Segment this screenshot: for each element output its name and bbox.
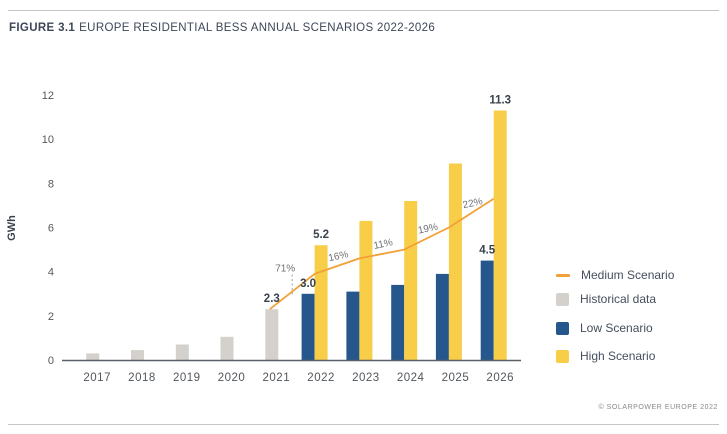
y-tick-label: 12: [42, 90, 54, 102]
bar-high-scenario-2024: [404, 201, 418, 360]
x-tick-label-2026: 2026: [486, 372, 514, 384]
x-tick-label-2020: 2020: [218, 372, 246, 384]
growth-label-2026: 22%: [462, 196, 484, 211]
y-tick-label: 8: [48, 178, 54, 190]
legend-label: Historical data: [580, 292, 657, 306]
value-label-high-scenario-2022: 5.2: [313, 229, 329, 241]
bottom-divider: [8, 424, 719, 425]
growth-label-2025: 19%: [417, 222, 439, 237]
value-label-low-scenario-2026: 4.5: [479, 245, 496, 257]
medium-line-swatch-icon: [556, 274, 570, 277]
growth-label-2024: 11%: [373, 237, 394, 252]
value-label-low-scenario-2022: 3.0: [300, 278, 316, 290]
bar-low-scenario-2025: [435, 273, 449, 360]
bar-historical-data-2017: [86, 353, 100, 360]
bar-historical-data-2018: [131, 350, 144, 360]
legend-swatch-icon: [556, 293, 569, 306]
y-tick-label: 2: [48, 311, 54, 323]
bess-scenarios-chart: 0 2 4 6 8 10 12 GWh 2017 2018 2019 2020 2021 2022 2023…: [6, 90, 521, 384]
growth-label-2022: 71%: [275, 264, 295, 275]
bar-low-scenario-2023: [346, 291, 360, 360]
legend-label: High Scenario: [580, 349, 656, 363]
x-tick-label-2024: 2024: [397, 372, 425, 384]
x-tick-label-2018: 2018: [128, 372, 156, 384]
y-axis-title: GWh: [6, 215, 18, 241]
top-divider: [8, 10, 719, 11]
bar-low-scenario-2024: [391, 284, 405, 360]
bar-high-scenario-2022: [314, 245, 328, 360]
legend-item-historical-data: Historical data: [556, 293, 656, 306]
growth-label-2023: 16%: [328, 249, 350, 264]
y-tick-label: 0: [48, 355, 54, 367]
legend-item-high-scenario: High Scenario: [556, 350, 655, 363]
x-tick-label-2019: 2019: [173, 372, 201, 384]
x-tick-label-2017: 2017: [83, 372, 111, 384]
value-label-historical-data-2021: 2.3: [264, 293, 280, 305]
y-tick-label: 4: [48, 267, 54, 279]
bar-historical-data-2021: [265, 309, 279, 360]
figure-title-text: EUROPE RESIDENTIAL BESS ANNUAL SCENARIOS…: [79, 22, 436, 34]
x-tick-label-2025: 2025: [442, 372, 470, 384]
y-tick-label: 10: [42, 134, 54, 146]
bar-historical-data-2019: [175, 344, 189, 360]
bar-high-scenario-2023: [359, 220, 373, 360]
medium-scenario-line: [269, 198, 495, 310]
bar-high-scenario-2025: [448, 163, 462, 360]
source-credit: © SOLARPOWER EUROPE 2022: [598, 404, 718, 411]
x-tick-label-2022: 2022: [307, 372, 335, 384]
bar-low-scenario-2026: [480, 260, 494, 360]
bar-historical-data-2020: [220, 336, 234, 360]
chart-legend: Medium Scenario Historical data Low Scenar…: [556, 0, 721, 400]
bar-high-scenario-2026: [493, 110, 507, 360]
legend-label: Medium Scenario: [581, 268, 675, 282]
legend-item-medium-scenario: Medium Scenario: [556, 269, 674, 282]
x-tick-label-2023: 2023: [352, 372, 380, 384]
bar-low-scenario-2022: [301, 293, 315, 360]
x-tick-label-2021: 2021: [263, 372, 291, 384]
figure-number: FIGURE 3.1: [9, 22, 76, 34]
legend-label: Low Scenario: [580, 321, 653, 335]
figure-title: FIGURE 3.1 EUROPE RESIDENTIAL BESS ANNUAL…: [9, 22, 435, 34]
legend-item-low-scenario: Low Scenario: [556, 322, 653, 335]
legend-swatch-icon: [556, 322, 569, 335]
legend-swatch-icon: [556, 350, 569, 363]
value-label-high-scenario-2026: 11.3: [489, 95, 511, 107]
y-tick-label: 6: [48, 223, 54, 235]
